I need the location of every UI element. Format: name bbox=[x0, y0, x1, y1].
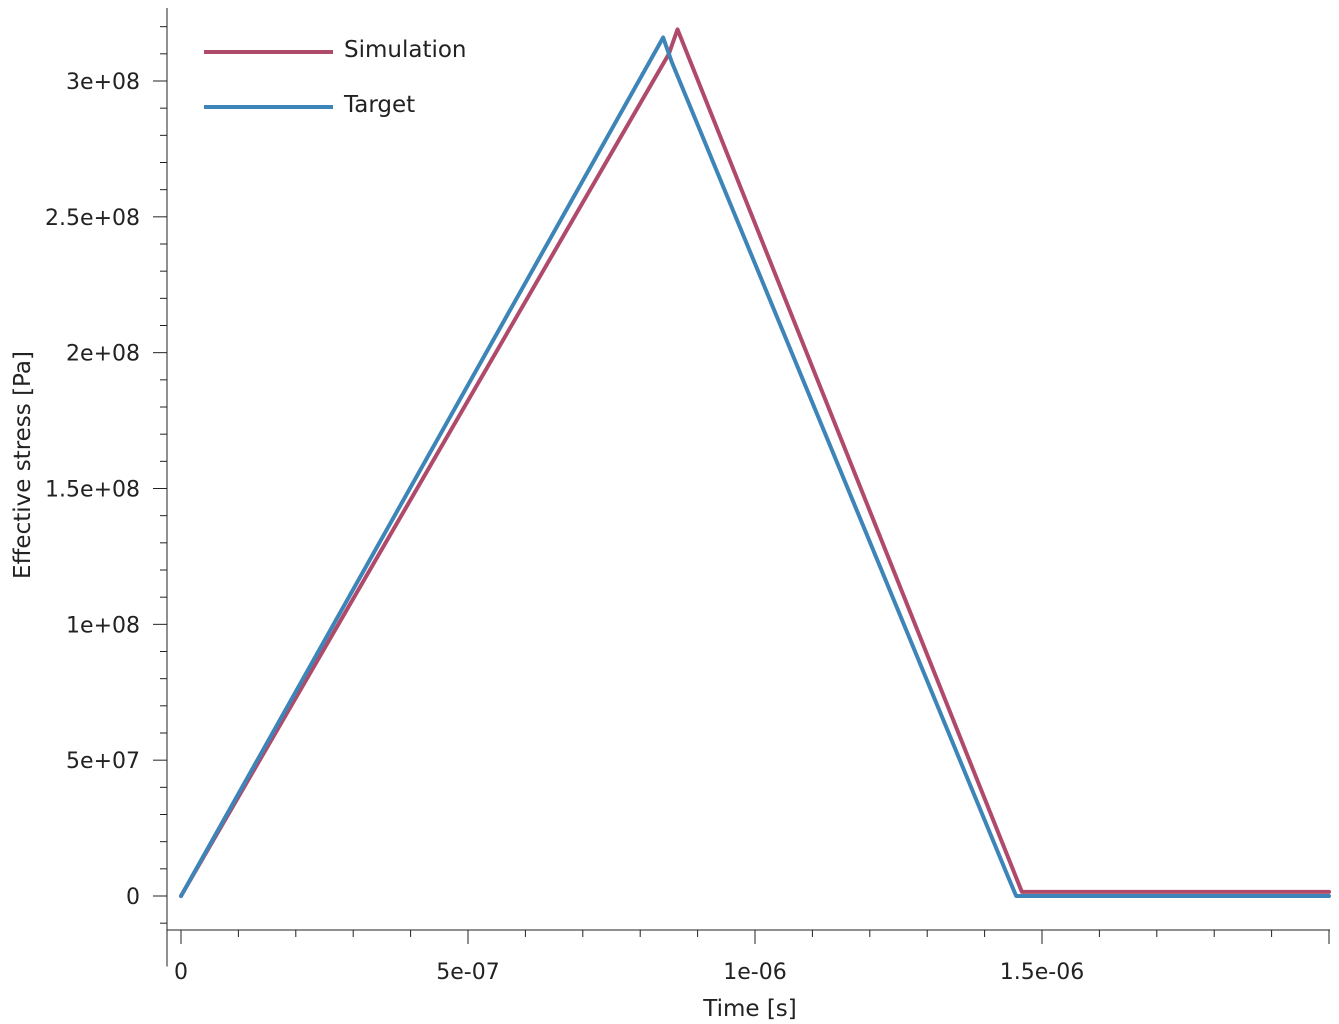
x-tick-label: 1e-06 bbox=[723, 960, 786, 985]
x-axis-title: Time [s] bbox=[702, 996, 797, 1022]
y-tick-label: 2.5e+08 bbox=[45, 206, 140, 231]
series-line-simulation bbox=[179, 27, 1331, 898]
y-tick-label: 1.5e+08 bbox=[45, 478, 140, 503]
legend-label-target: Target bbox=[343, 92, 415, 118]
x-axis: 0 5e-07 1e-06 1.5e-06 bbox=[167, 929, 1330, 985]
y-tick-label: 1e+08 bbox=[66, 613, 140, 638]
y-tick-label: 0 bbox=[126, 885, 140, 910]
y-tick-label: 5e+07 bbox=[66, 749, 140, 774]
y-axis-title: Effective stress [Pa] bbox=[10, 351, 36, 579]
legend-label-simulation: Simulation bbox=[344, 37, 467, 63]
x-tick-label: 1.5e-06 bbox=[1000, 960, 1084, 985]
plot-area bbox=[179, 27, 1331, 898]
y-axis: 0 5e+07 1e+08 1.5e+08 2e+08 2.5e+08 3e+08 bbox=[45, 8, 168, 967]
legend: Simulation Target bbox=[204, 37, 467, 118]
y-tick-label: 2e+08 bbox=[66, 342, 140, 367]
x-tick-label: 5e-07 bbox=[436, 960, 499, 985]
x-tick-label: 0 bbox=[174, 960, 188, 985]
series-line-target bbox=[179, 35, 1331, 898]
y-tick-label: 3e+08 bbox=[66, 70, 140, 95]
